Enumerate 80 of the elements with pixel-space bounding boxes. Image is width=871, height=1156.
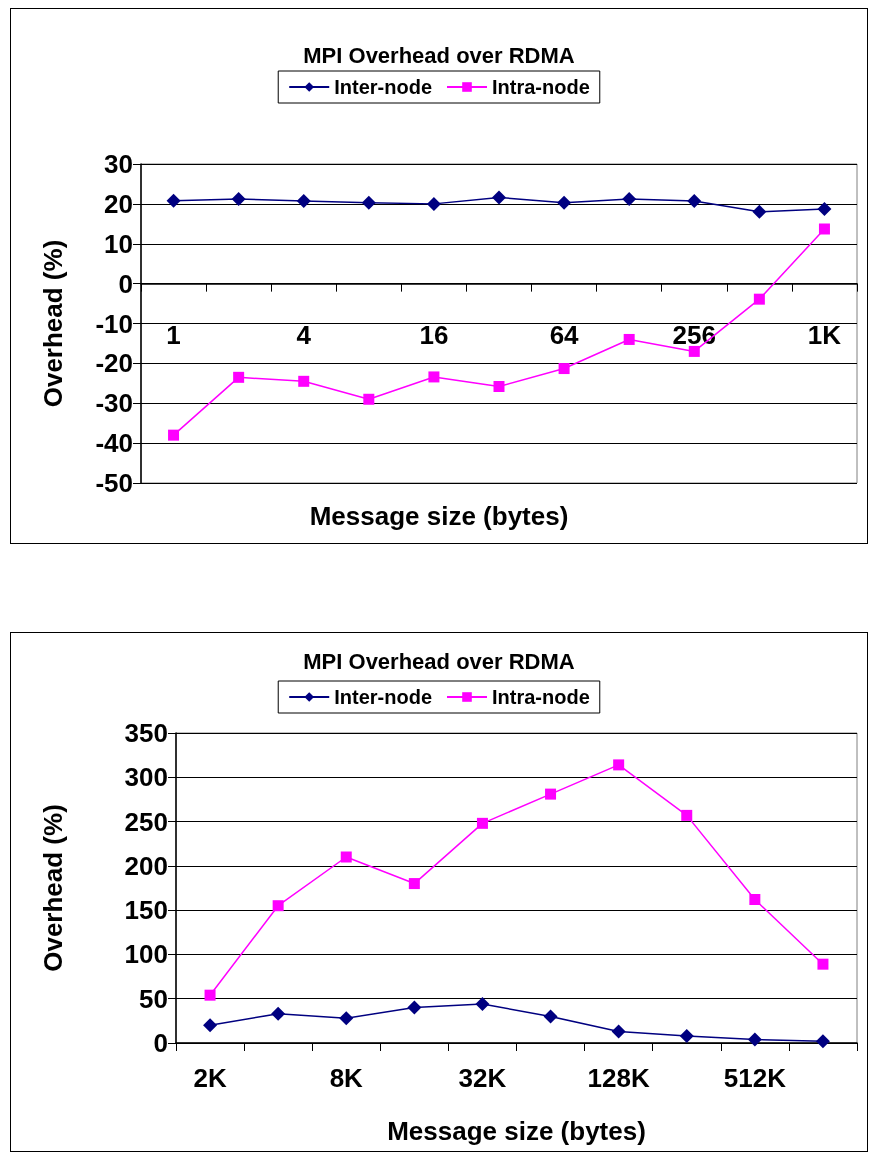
x-tick-label: 256 xyxy=(672,319,716,350)
point xyxy=(818,223,830,235)
point xyxy=(545,788,557,800)
point xyxy=(753,293,765,305)
x-axis-title: Message size (bytes) xyxy=(309,501,569,531)
point xyxy=(361,195,376,210)
y-tick-label: 350 xyxy=(124,718,168,748)
y-tick-label: 20 xyxy=(104,188,133,219)
y-tick-label: 100 xyxy=(124,939,168,970)
point xyxy=(203,1018,218,1033)
chart-title: MPI Overhead over RDMA xyxy=(303,648,575,674)
y-tick-label: 200 xyxy=(124,850,168,881)
y-tick-label: 0 xyxy=(153,1028,168,1058)
x-tick-label: 16 xyxy=(419,319,449,350)
point xyxy=(681,809,693,821)
x-tick-label: 512K xyxy=(723,1063,787,1093)
point xyxy=(558,363,570,375)
legend-label: Inter-node xyxy=(334,686,433,708)
y-tick-label: -30 xyxy=(95,388,133,419)
legend-label: Intra-node xyxy=(492,686,590,708)
point xyxy=(476,817,488,829)
y-tick-label: 10 xyxy=(104,228,133,259)
point xyxy=(493,381,505,392)
legend-label: Inter-node xyxy=(334,76,433,98)
chart-title: MPI Overhead over RDMA xyxy=(303,42,575,68)
y-tick-label: 150 xyxy=(124,895,168,926)
point xyxy=(296,194,311,209)
x-tick-label: 128K xyxy=(587,1063,650,1093)
point xyxy=(426,196,441,211)
point xyxy=(752,204,767,219)
point xyxy=(428,371,440,383)
point xyxy=(340,851,352,863)
point xyxy=(613,759,625,771)
point xyxy=(687,194,702,209)
point xyxy=(688,345,700,357)
point xyxy=(408,878,420,890)
x-axis-title: Message size (bytes) xyxy=(387,1116,646,1146)
point xyxy=(543,1009,558,1024)
x-tick-label: 1 xyxy=(166,319,181,350)
point xyxy=(611,1024,626,1039)
legend-label: Intra-node xyxy=(492,76,590,98)
point xyxy=(747,1032,762,1047)
y-tick-label: 0 xyxy=(118,268,133,299)
point xyxy=(204,989,216,1001)
y-tick-label: -20 xyxy=(95,348,133,379)
x-tick-label: 32K xyxy=(458,1063,507,1093)
point xyxy=(475,997,490,1012)
y-tick-label: 30 xyxy=(104,149,133,179)
point xyxy=(679,1028,694,1043)
y-axis-title: Overhead (%) xyxy=(38,804,68,972)
y-tick-label: -10 xyxy=(95,308,133,339)
y-tick-label: 50 xyxy=(139,983,168,1014)
point xyxy=(817,202,832,217)
point xyxy=(622,192,637,207)
y-tick-label: -40 xyxy=(95,428,133,459)
x-tick-label: 2K xyxy=(193,1063,227,1093)
point xyxy=(749,894,761,906)
point xyxy=(817,958,829,970)
x-tick-label: 1K xyxy=(807,319,842,350)
y-tick-label: 250 xyxy=(124,806,168,837)
x-tick-label: 64 xyxy=(549,319,580,350)
point xyxy=(623,333,635,345)
point xyxy=(231,192,246,207)
point xyxy=(272,900,284,912)
y-tick-label: 300 xyxy=(124,762,168,793)
y-tick-label: -50 xyxy=(95,468,133,498)
point xyxy=(492,190,506,205)
x-tick-label: 8K xyxy=(329,1063,364,1093)
point xyxy=(298,375,310,387)
point xyxy=(815,1034,830,1049)
point xyxy=(271,1006,286,1021)
point xyxy=(407,1000,422,1015)
point xyxy=(557,195,572,210)
y-axis-title: Overhead (%) xyxy=(38,239,68,408)
point xyxy=(233,371,245,383)
point xyxy=(168,429,180,441)
point xyxy=(166,193,181,208)
point xyxy=(363,393,375,405)
point xyxy=(339,1011,354,1026)
x-tick-label: 4 xyxy=(296,319,312,350)
